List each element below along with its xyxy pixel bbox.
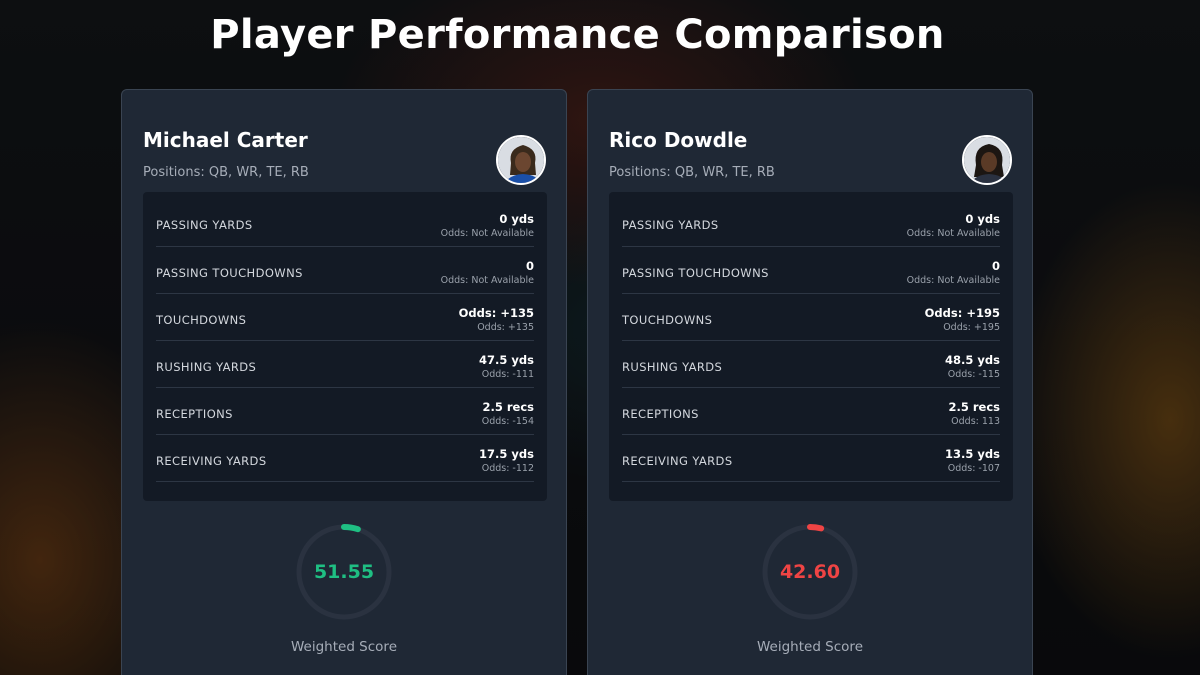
stat-label: PASSING TOUCHDOWNS bbox=[622, 265, 769, 280]
stat-odds: Odds: -111 bbox=[481, 369, 534, 380]
stat-label: TOUCHDOWNS bbox=[622, 312, 713, 327]
player-name: Michael Carter bbox=[143, 128, 308, 152]
weighted-score-gauge: 51.55 bbox=[294, 522, 394, 622]
stat-row-passing-touchdowns: PASSING TOUCHDOWNS 0 Odds: Not Available bbox=[622, 247, 1000, 294]
stat-label: RECEPTIONS bbox=[622, 406, 699, 421]
stat-odds: Odds: -107 bbox=[947, 463, 1000, 474]
stat-label: PASSING YARDS bbox=[156, 218, 253, 232]
stat-value: 13.5 yds bbox=[945, 447, 1000, 461]
stat-label: RECEIVING YARDS bbox=[622, 453, 733, 468]
stat-row-passing-yards: PASSING YARDS 0 yds Odds: Not Available bbox=[622, 192, 1000, 247]
player-card-rico-dowdle: Rico Dowdle Positions: QB, WR, TE, RB PA… bbox=[587, 89, 1033, 675]
stat-row-receiving-yards: RECEIVING YARDS 17.5 yds Odds: -112 bbox=[156, 435, 534, 482]
stat-odds: Odds: +135 bbox=[477, 322, 534, 333]
player-headshot-icon bbox=[498, 137, 544, 183]
stat-label: RUSHING YARDS bbox=[156, 359, 257, 374]
stat-row-receiving-yards: RECEIVING YARDS 13.5 yds Odds: -107 bbox=[622, 435, 1000, 482]
stat-value: 0 bbox=[991, 259, 1000, 273]
weighted-score-value: 42.60 bbox=[779, 561, 841, 583]
stat-value: 0 bbox=[525, 259, 534, 273]
weighted-score-gauge: 42.60 bbox=[760, 522, 860, 622]
stat-value: 0 yds bbox=[499, 211, 534, 226]
stat-odds: Odds: Not Available bbox=[906, 275, 1000, 286]
player-positions: Positions: QB, WR, TE, RB bbox=[143, 165, 309, 180]
stat-value: 48.5 yds bbox=[945, 353, 1000, 367]
stat-value: 2.5 recs bbox=[948, 400, 1000, 414]
weighted-score-label: Weighted Score bbox=[290, 639, 397, 655]
stat-row-rushing-yards: RUSHING YARDS 47.5 yds Odds: -111 bbox=[156, 341, 534, 388]
stat-value: 0 yds bbox=[965, 211, 1000, 226]
stat-label: RECEPTIONS bbox=[156, 406, 233, 421]
stat-odds: Odds: +195 bbox=[943, 322, 1000, 333]
stat-row-receptions: RECEPTIONS 2.5 recs Odds: -154 bbox=[156, 388, 534, 435]
stat-value: 2.5 recs bbox=[482, 400, 534, 414]
player-headshot-icon bbox=[964, 137, 1010, 183]
stat-odds: Odds: Not Available bbox=[440, 227, 534, 239]
stats-table: PASSING YARDS 0 yds Odds: Not Available P… bbox=[609, 192, 1013, 501]
stat-odds: Odds: -154 bbox=[481, 416, 534, 427]
stat-label: PASSING YARDS bbox=[622, 218, 719, 232]
weighted-score-value: 51.55 bbox=[313, 561, 375, 583]
stat-value: 17.5 yds bbox=[479, 447, 534, 461]
player-avatar bbox=[962, 135, 1012, 185]
stat-value: 47.5 yds bbox=[479, 353, 534, 367]
stat-odds: Odds: -112 bbox=[481, 463, 534, 474]
stat-odds: Odds: Not Available bbox=[906, 227, 1000, 239]
stat-label: TOUCHDOWNS bbox=[156, 312, 247, 327]
stat-label: RUSHING YARDS bbox=[622, 359, 723, 374]
player-positions: Positions: QB, WR, TE, RB bbox=[609, 165, 775, 180]
player-card-michael-carter: Michael Carter Positions: QB, WR, TE, RB… bbox=[121, 89, 567, 675]
gauge-fill bbox=[296, 524, 392, 620]
page-title: Player Performance Comparison bbox=[210, 12, 945, 58]
stat-label: RECEIVING YARDS bbox=[156, 453, 267, 468]
gauge-fill bbox=[762, 524, 858, 620]
stat-row-rushing-yards: RUSHING YARDS 48.5 yds Odds: -115 bbox=[622, 341, 1000, 388]
player-avatar bbox=[496, 135, 546, 185]
stat-odds: Odds: -115 bbox=[947, 369, 1000, 380]
stats-table: PASSING YARDS 0 yds Odds: Not Available P… bbox=[143, 192, 547, 501]
stat-row-touchdowns: TOUCHDOWNS Odds: +195 Odds: +195 bbox=[622, 294, 1000, 341]
stat-odds: Odds: 113 bbox=[951, 416, 1000, 427]
stat-row-receptions: RECEPTIONS 2.5 recs Odds: 113 bbox=[622, 388, 1000, 435]
stat-row-passing-yards: PASSING YARDS 0 yds Odds: Not Available bbox=[156, 192, 534, 247]
stat-value: Odds: +135 bbox=[458, 306, 534, 320]
stat-row-passing-touchdowns: PASSING TOUCHDOWNS 0 Odds: Not Available bbox=[156, 247, 534, 294]
player-name: Rico Dowdle bbox=[609, 128, 748, 152]
stat-odds: Odds: Not Available bbox=[440, 275, 534, 286]
stat-label: PASSING TOUCHDOWNS bbox=[156, 265, 303, 280]
weighted-score-label: Weighted Score bbox=[756, 639, 863, 655]
stat-value: Odds: +195 bbox=[924, 306, 1000, 320]
stat-row-touchdowns: TOUCHDOWNS Odds: +135 Odds: +135 bbox=[156, 294, 534, 341]
